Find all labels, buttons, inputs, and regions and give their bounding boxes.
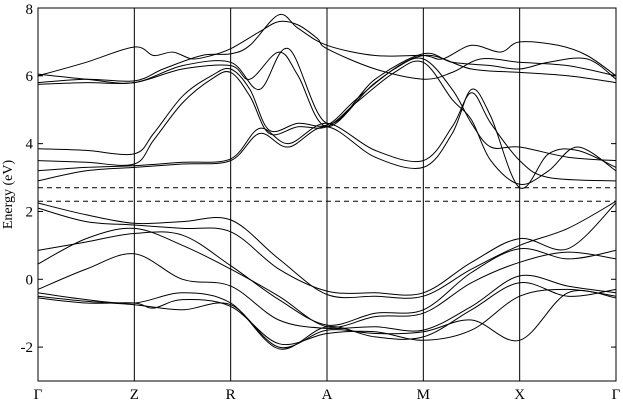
band-line-8 xyxy=(37,88,617,189)
band-line-4 xyxy=(37,51,617,128)
x-tick-label: Z xyxy=(130,387,139,401)
band-line-11 xyxy=(37,231,617,326)
band-line-3 xyxy=(37,48,617,125)
band-line-13 xyxy=(37,253,617,332)
x-tick-label: Γ xyxy=(34,387,43,401)
band-line-16 xyxy=(37,288,617,346)
y-tick-label: 8 xyxy=(26,2,34,18)
band-line-1 xyxy=(37,20,617,80)
band-line-15 xyxy=(37,290,617,349)
band-line-2 xyxy=(37,13,617,84)
y-axis-ticks: -2 0 2 4 6 8 xyxy=(21,2,616,356)
band-line-10 xyxy=(37,202,617,296)
y-tick-label: 6 xyxy=(26,69,34,85)
band-line-5 xyxy=(37,57,617,162)
x-tick-label: M xyxy=(417,387,430,401)
y-tick-label: 2 xyxy=(26,204,34,220)
band-line-7 xyxy=(37,92,617,182)
band-line-9 xyxy=(37,200,617,299)
x-tick-label: X xyxy=(514,387,525,401)
y-tick-label: 4 xyxy=(26,137,34,153)
plot-frame xyxy=(37,7,617,382)
kpoint-gridlines xyxy=(133,8,521,381)
y-tick-label: -2 xyxy=(21,340,34,356)
x-tick-label: A xyxy=(322,387,333,401)
band-lines xyxy=(37,13,617,350)
y-axis-label: Energy (eV) xyxy=(1,160,16,230)
y-tick-label: 0 xyxy=(26,272,34,288)
x-tick-label: R xyxy=(226,387,236,401)
x-tick-label: Γ xyxy=(612,387,621,401)
